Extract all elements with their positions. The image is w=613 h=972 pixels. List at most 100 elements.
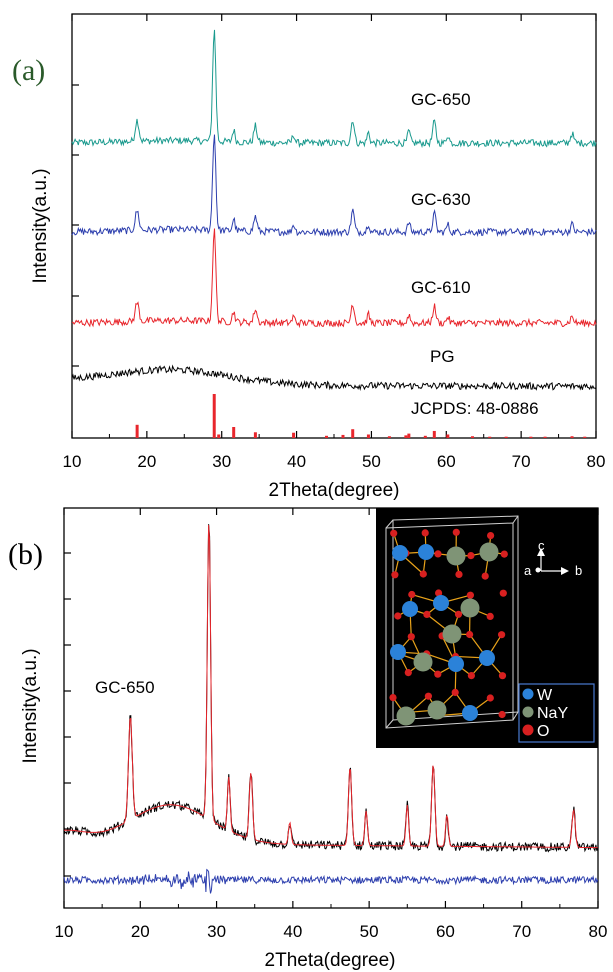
unit-cell-edge <box>385 719 394 729</box>
x-tick-label: 60 <box>437 452 456 471</box>
oxygen-atom <box>486 694 494 702</box>
nay-atom <box>446 546 466 566</box>
trace-gc630 <box>71 134 597 238</box>
oxygen-atom <box>390 529 398 537</box>
legend-marker-o <box>522 724 534 736</box>
panel-b-x-axis-title: 2Theta(degree) <box>265 950 396 971</box>
panel-b-y-axis-title: Intensity(a.u.) <box>20 648 41 763</box>
inset-legend: W NaY O <box>518 683 595 743</box>
tungsten-atom <box>448 656 464 672</box>
oxygen-atom <box>466 591 474 599</box>
crystal-structure-inset: c a b W NaY O <box>376 508 598 748</box>
oxygen-atom <box>481 572 489 580</box>
tungsten-atom <box>392 545 408 561</box>
crystal-axes: c a b <box>524 538 582 578</box>
x-tick-label: 60 <box>436 922 455 941</box>
nay-atom <box>413 652 433 672</box>
tungsten-atom <box>418 544 434 560</box>
panel-a-traces <box>71 29 597 392</box>
panel-a-y-axis-title: Intensity(a.u.) <box>30 168 51 283</box>
oxygen-atom <box>486 612 494 621</box>
reference-label: JCPDS: 48-0886 <box>411 399 539 418</box>
tungsten-atom <box>479 650 495 666</box>
x-tick-label: 10 <box>63 452 82 471</box>
nay-atom <box>427 700 447 720</box>
nay-atom <box>396 706 416 726</box>
oxygen-atom <box>421 529 429 537</box>
tungsten-atom <box>433 595 449 611</box>
nay-atom <box>479 542 499 562</box>
trace-difference <box>63 868 599 894</box>
oxygen-atom <box>452 528 460 536</box>
oxygen-atom <box>467 552 475 560</box>
trace-pg <box>71 364 597 392</box>
trace-label-gc650: GC-650 <box>411 90 471 109</box>
oxygen-atom <box>467 672 475 680</box>
oxygen-atom <box>389 694 397 702</box>
oxygen-atom <box>434 670 442 678</box>
tungsten-atom <box>390 644 406 660</box>
panel-b-annotation: GC-650 <box>95 678 155 697</box>
legend-label-w: W <box>537 687 553 704</box>
oxygen-atom <box>487 532 495 540</box>
oxygen-atom <box>419 570 427 578</box>
x-tick-label: 50 <box>360 922 379 941</box>
tungsten-atom <box>402 601 418 617</box>
axis-a-label: a <box>524 563 532 578</box>
oxygen-atom <box>451 688 459 697</box>
panel-b-label: (b) <box>8 538 43 571</box>
x-tick-label: 70 <box>512 922 531 941</box>
crystal-atoms <box>389 528 508 726</box>
legend-box <box>518 683 595 743</box>
oxygen-atom <box>423 610 431 619</box>
panel-a-frame <box>71 13 597 439</box>
panel-b: (b) 10 20 30 40 50 60 70 80 GC-650 Intensity(a.… <box>8 507 608 971</box>
legend-label-o: O <box>537 723 549 740</box>
trace-gc610 <box>71 228 597 329</box>
x-tick-label: 80 <box>589 922 608 941</box>
trace-calculated <box>63 524 598 849</box>
unit-cell-edge <box>512 515 519 524</box>
panel-a-reference-lines <box>135 394 587 438</box>
panel-b-traces <box>63 524 599 894</box>
x-tick-label: 20 <box>131 922 150 941</box>
oxygen-atom <box>434 550 442 558</box>
legend-label-nay: NaY <box>537 705 568 722</box>
trace-observed <box>63 524 599 853</box>
x-tick-label: 20 <box>137 452 156 471</box>
oxygen-atom <box>466 630 474 639</box>
panel-a-x-axis-title: 2Theta(degree) <box>269 480 400 501</box>
oxygen-atom <box>408 590 416 599</box>
trace-label-gc630: GC-630 <box>411 190 471 209</box>
x-tick-label: 80 <box>587 452 606 471</box>
oxygen-atom <box>424 692 432 700</box>
panel-a-axis-ticks: 10 20 30 40 50 60 70 80 <box>63 14 606 471</box>
trace-label-pg: PG <box>430 347 455 366</box>
x-tick-label: 70 <box>512 452 531 471</box>
panel-b-axis-ticks: 10 20 30 40 50 60 70 80 <box>55 508 608 941</box>
axis-c-label: c <box>538 538 545 553</box>
oxygen-atom <box>499 589 507 597</box>
oxygen-atom <box>404 669 412 677</box>
unit-cell-edge <box>385 519 394 529</box>
oxygen-atom <box>455 570 463 579</box>
oxygen-atom <box>391 571 399 579</box>
nay-atom <box>460 598 480 618</box>
x-tick-label: 30 <box>207 922 226 941</box>
panel-a: (a) 10 20 30 40 50 60 70 80 GC-650 GC-630 GC-61… <box>12 13 606 501</box>
axis-b-label: b <box>575 563 582 578</box>
oxygen-atom <box>454 610 463 618</box>
legend-marker-nay <box>522 706 534 718</box>
panel-a-label: (a) <box>12 54 45 87</box>
oxygen-atom <box>435 589 443 597</box>
x-tick-label: 30 <box>212 452 231 471</box>
trace-gc650 <box>71 29 597 149</box>
x-tick-label: 40 <box>283 922 302 941</box>
x-tick-label: 50 <box>362 452 381 471</box>
trace-label-gc610: GC-610 <box>411 278 471 297</box>
x-tick-label: 40 <box>287 452 306 471</box>
oxygen-atom <box>498 631 506 639</box>
nay-atom <box>442 624 462 644</box>
x-tick-label: 10 <box>55 922 74 941</box>
